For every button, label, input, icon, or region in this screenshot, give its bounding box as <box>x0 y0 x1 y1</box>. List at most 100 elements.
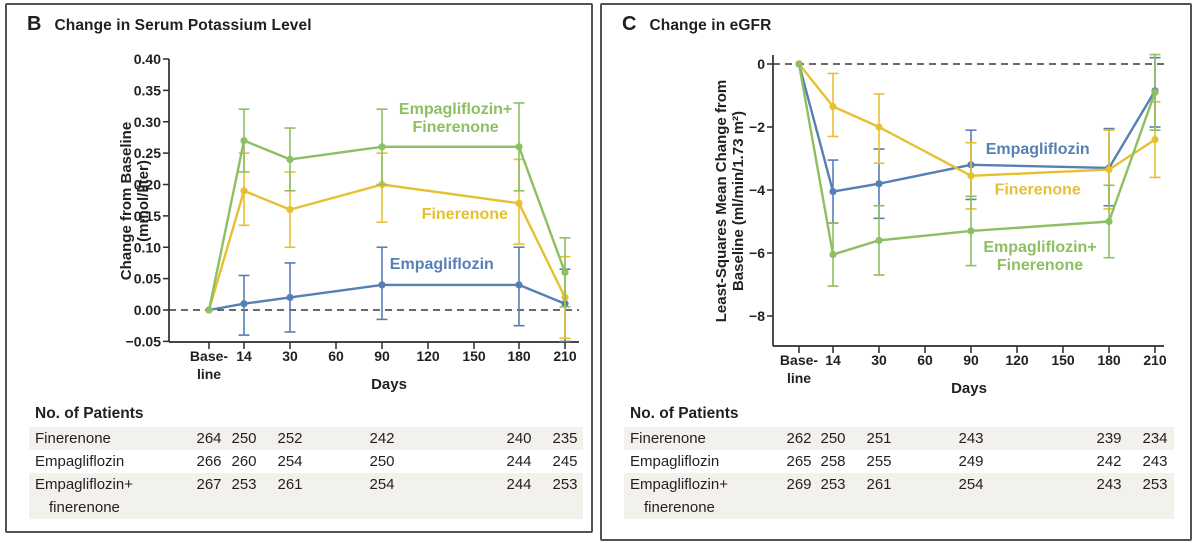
series-label: Empagliflozin <box>986 141 1090 158</box>
data-point-marker <box>515 143 523 151</box>
panel-serum-potassium: B Change in Serum Potassium Level 0.40 0.… <box>5 3 593 533</box>
data-point-marker <box>1151 136 1159 144</box>
y-tick-label: 0.40 <box>134 51 161 67</box>
y-tick-label: −4 <box>749 182 765 198</box>
patient-count: 254 <box>369 476 395 493</box>
data-point-marker <box>829 102 837 111</box>
series-label: Empagliflozin <box>390 256 494 273</box>
y-axis-title-line: Baseline (ml/min/1.73 m²) <box>730 111 747 291</box>
patient-count: 249 <box>958 453 984 470</box>
patient-count: 245 <box>552 453 578 470</box>
patient-count: 234 <box>1142 430 1168 447</box>
x-tick-label: 60 <box>917 352 933 368</box>
row-label: Empagliflozin+ finerenone <box>35 476 133 516</box>
y-axis-title-line: (mmol/liter) <box>135 160 152 242</box>
x-tick-label: line <box>197 366 221 382</box>
y-tick-label: 0 <box>757 56 765 72</box>
patient-count: 254 <box>277 453 303 470</box>
y-axis-title-line: Change from Baseline <box>118 122 135 280</box>
patient-count: 250 <box>369 453 395 470</box>
data-point-marker <box>378 143 386 151</box>
patients-table: No. of Patients Finerenone 262 250 251 243 23… <box>602 403 1190 519</box>
x-axis-title: Days <box>371 376 407 393</box>
data-point-marker <box>378 281 386 289</box>
table-row: Empagliflozin+ finerenone 267 253 261 254 244 2… <box>29 473 583 519</box>
data-point-marker <box>240 187 248 195</box>
data-point-marker <box>967 227 975 235</box>
x-tick-label: 30 <box>282 348 298 364</box>
egfr-chart: 0 −2 −4 −6 −8 Base-line 14 30 60 90 120 150 180 210 Le… <box>713 53 1167 397</box>
series-label: Empagliflozin+ <box>399 101 512 118</box>
y-tick-label: −6 <box>749 245 765 261</box>
patient-count: 250 <box>820 430 846 447</box>
y-axis-title: Change from Baseline (mmol/liter) <box>118 122 152 280</box>
x-tick-label: 180 <box>507 348 531 364</box>
patients-table-rows: Finerenone 264 250 252 242 240 235 Empagliflozi… <box>7 427 591 519</box>
patient-count: 251 <box>866 430 892 447</box>
patient-count: 258 <box>820 453 846 470</box>
patient-count: 235 <box>552 430 578 447</box>
panel-egfr: C Change in eGFR 0 −2 −4 −6 −8 Base-line 14 30 6… <box>600 3 1192 541</box>
x-tick-label: 90 <box>963 352 979 368</box>
series-label: Finerenone <box>422 206 508 223</box>
patient-count: 252 <box>277 430 303 447</box>
patient-count: 261 <box>866 476 892 493</box>
y-tick-label: −8 <box>749 308 765 324</box>
series-line <box>207 139 567 311</box>
data-point-marker <box>1151 88 1159 96</box>
x-tick-label: 180 <box>1097 352 1121 368</box>
row-label: Empagliflozin <box>630 453 720 470</box>
x-tick-label: 120 <box>1005 352 1029 368</box>
y-axis-title: Least-Squares Mean Change from Baseline (… <box>713 80 747 323</box>
patient-count: 242 <box>1096 453 1122 470</box>
patient-count: 239 <box>1096 430 1122 447</box>
patient-count: 243 <box>1096 476 1122 493</box>
x-tick-label: 30 <box>871 352 887 368</box>
y-tick-label: −0.05 <box>126 333 162 349</box>
x-tick-label: 210 <box>553 348 577 364</box>
data-point-marker <box>240 300 248 308</box>
patient-count: 244 <box>506 453 532 470</box>
panel-b-title: B Change in Serum Potassium Level <box>27 13 312 36</box>
series-line <box>797 63 1157 256</box>
row-label: Empagliflozin+ finerenone <box>630 476 728 516</box>
patients-table-heading: No. of Patients <box>35 405 144 422</box>
x-axis-title: Days <box>951 380 987 397</box>
data-point-marker <box>205 306 213 314</box>
patient-count: 253 <box>231 476 257 493</box>
data-point-marker <box>875 236 883 244</box>
x-tick-label: 210 <box>1143 352 1167 368</box>
data-point-marker <box>967 172 975 180</box>
row-label: Finerenone <box>35 430 111 447</box>
y-tick-label: 0.10 <box>134 239 161 255</box>
patient-count: 265 <box>786 453 812 470</box>
patient-count: 243 <box>958 430 984 447</box>
x-tick-label: line <box>787 370 811 386</box>
series-line <box>207 183 567 311</box>
patient-count: 253 <box>820 476 846 493</box>
y-tick-label: 0.25 <box>134 145 161 161</box>
series-label: Finerenone <box>412 119 498 136</box>
patient-count: 266 <box>196 453 222 470</box>
x-tick-label: 14 <box>236 348 252 364</box>
x-tick-label: 60 <box>328 348 344 364</box>
panel-c-title: C Change in eGFR <box>622 13 771 36</box>
patient-count: 267 <box>196 476 222 493</box>
series-line <box>798 63 1156 178</box>
row-label: Empagliflozin <box>35 453 125 470</box>
series-finerenone: Finerenone <box>795 60 1161 210</box>
patient-count: 254 <box>958 476 984 493</box>
series-label: Finerenone <box>995 182 1081 199</box>
data-point-marker <box>515 199 523 207</box>
y-tick-label: −2 <box>749 119 765 135</box>
table-row: Empagliflozin+ finerenone 269 253 261 254 243 2… <box>624 473 1174 519</box>
table-row: Empagliflozin 266 260 254 250 244 245 <box>29 450 583 473</box>
data-point-marker <box>1105 165 1113 174</box>
patient-count: 253 <box>1142 476 1168 493</box>
data-point-marker <box>286 206 294 214</box>
series-line <box>208 283 566 312</box>
data-point-marker <box>561 268 569 276</box>
series-empagliflozin-finerenone: Empagliflozin+Finerenone <box>795 53 1161 287</box>
y-tick-label: 0.15 <box>134 208 161 224</box>
panel-title-text: Change in eGFR <box>649 17 772 34</box>
